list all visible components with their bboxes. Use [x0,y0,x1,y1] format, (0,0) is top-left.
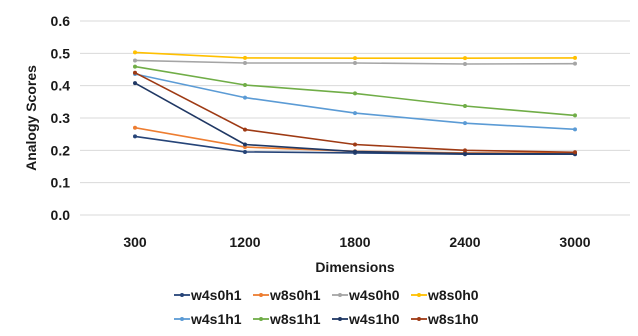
data-point-w8s1h0 [243,127,247,132]
legend-item: w8s1h1 [253,311,321,327]
legend-marker [180,293,184,297]
legend-item: w8s0h0 [411,287,479,303]
legend-marker [338,293,342,297]
data-point-w4s0h1 [133,134,137,139]
legend-label: w8s0h1 [269,287,321,303]
x-tick-label: 1800 [339,234,370,250]
data-point-w8s1h0 [463,148,467,153]
data-point-w4s0h0 [133,58,137,63]
data-point-w8s0h0 [353,56,357,61]
data-point-w4s1h0 [133,81,137,86]
data-point-w8s0h0 [573,55,577,60]
y-tick-label: 0.0 [51,207,71,223]
y-tick-label: 0.3 [51,110,71,126]
legend-label: w8s1h1 [269,311,321,327]
y-tick-label: 0.5 [51,45,71,61]
legend-item: w8s0h1 [253,287,321,303]
y-axis-ticks: 0.0 0.1 0.2 0.3 0.4 0.5 0.6 [51,13,71,223]
data-point-w4s1h1 [353,111,357,116]
legend-label: w4s0h1 [190,287,242,303]
legend-item: w4s1h1 [174,311,242,327]
data-point-w4s0h0 [243,61,247,66]
legend-marker [417,293,421,297]
y-axis-title: Analogy Scores [23,65,39,171]
data-point-w8s1h1 [243,83,247,88]
data-point-w8s1h1 [353,91,357,96]
legend-marker [259,293,263,297]
data-point-w4s1h1 [573,127,577,132]
legend-marker [417,317,421,321]
x-tick-label: 2400 [449,234,480,250]
legend-item: w4s0h1 [174,287,242,303]
y-tick-label: 0.6 [51,13,71,29]
legend-label: w8s1h0 [427,311,479,327]
x-tick-label: 300 [123,234,147,250]
legend: w4s0h1 w8s0h1 w4s0h0 w8s0h0 w4s1h1 w8s1h1 w4s1… [174,287,479,327]
data-point-w4s1h0 [463,151,467,156]
x-tick-label: 1200 [229,234,260,250]
data-point-w8s1h1 [133,64,137,69]
legend-label: w4s1h1 [190,311,242,327]
data-point-w4s1h1 [243,95,247,100]
data-point-w8s1h1 [573,113,577,118]
data-point-w8s1h0 [133,70,137,75]
data-point-w8s1h0 [353,142,357,147]
data-point-w4s1h1 [463,121,467,126]
data-point-w4s0h0 [573,61,577,66]
data-point-w8s0h1 [133,125,137,130]
legend-label: w4s0h0 [348,287,400,303]
legend-item: w4s0h0 [332,287,400,303]
data-point-w4s0h0 [463,62,467,67]
x-axis-ticks: 300 1200 1800 2400 3000 [123,234,590,250]
data-point-w8s1h0 [573,150,577,155]
legend-item: w4s1h0 [332,311,400,327]
legend-marker [338,317,342,321]
legend-marker [259,317,263,321]
y-tick-label: 0.2 [51,142,71,158]
data-point-w8s1h1 [463,104,467,109]
y-tick-label: 0.4 [51,78,71,94]
x-tick-label: 3000 [559,234,590,250]
legend-label: w8s0h0 [427,287,479,303]
data-point-w4s0h1 [243,149,247,154]
y-tick-label: 0.1 [51,175,71,191]
data-point-w8s0h0 [243,55,247,60]
data-point-w8s0h0 [463,56,467,61]
series-group [133,50,577,157]
legend-label: w4s1h0 [348,311,400,327]
data-point-w8s0h0 [133,50,137,55]
data-point-w4s1h0 [353,149,357,154]
legend-marker [180,317,184,321]
data-point-w4s0h0 [353,61,357,66]
data-point-w4s1h0 [243,142,247,147]
x-axis-title: Dimensions [315,259,395,275]
legend-item: w8s1h0 [411,311,479,327]
